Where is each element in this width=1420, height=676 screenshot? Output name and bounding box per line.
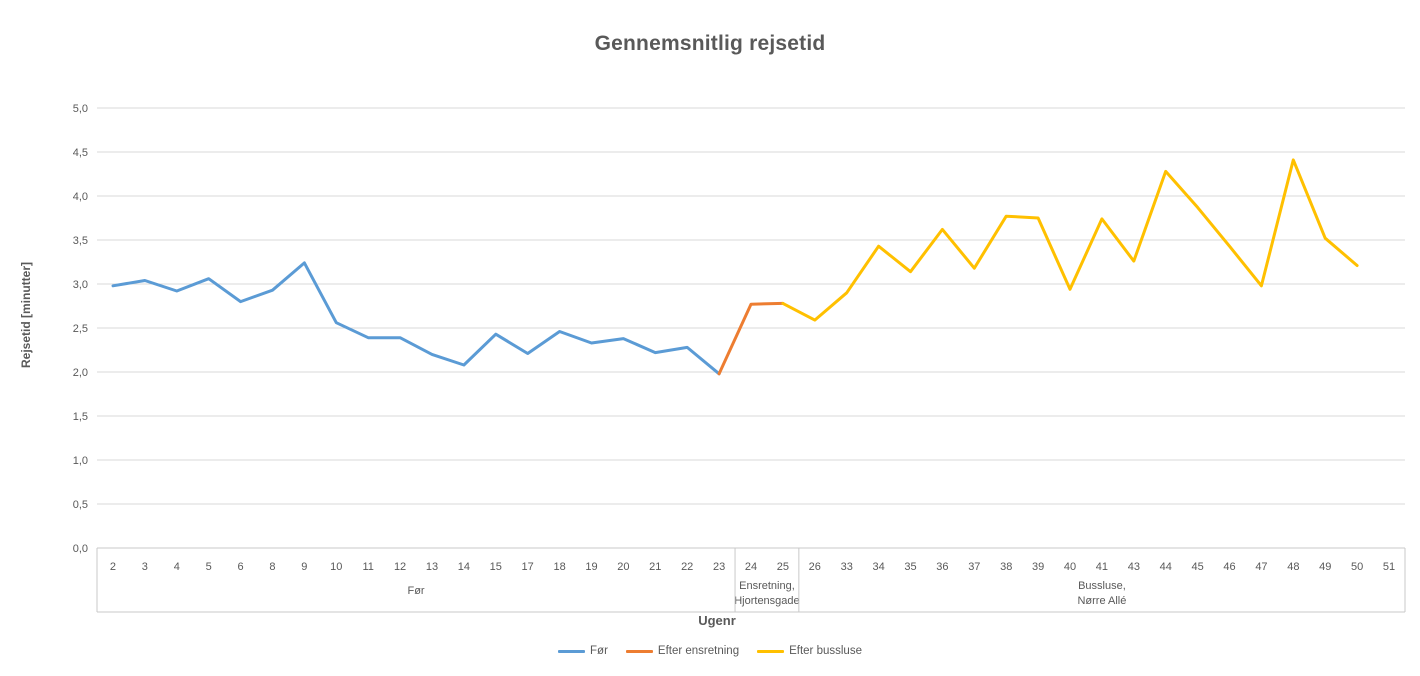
x-tick-label: 39 <box>1032 561 1044 573</box>
x-tick-label: 3 <box>142 561 148 573</box>
y-tick-label: 3,5 <box>73 235 88 247</box>
x-tick-label: 19 <box>585 561 597 573</box>
x-tick-label: 44 <box>1160 561 1172 573</box>
x-tick-label: 4 <box>174 561 180 573</box>
legend-line-swatch <box>757 649 785 653</box>
x-tick-label: 23 <box>713 561 725 573</box>
legend-label: Efter bussluse <box>789 645 862 657</box>
category-group-label: Ensretning, <box>739 580 795 592</box>
x-tick-label: 8 <box>269 561 275 573</box>
category-group-label: Nørre Allé <box>1077 595 1126 607</box>
x-tick-label: 45 <box>1192 561 1204 573</box>
y-tick-label: 2,5 <box>73 323 88 335</box>
x-tick-label: 12 <box>394 561 406 573</box>
y-tick-label: 0,5 <box>73 499 88 511</box>
x-tick-label: 9 <box>301 561 307 573</box>
x-tick-label: 11 <box>362 561 373 573</box>
x-tick-label: 48 <box>1287 561 1299 573</box>
x-tick-label: 18 <box>553 561 565 573</box>
x-tick-label: 50 <box>1351 561 1363 573</box>
x-tick-label: 47 <box>1255 561 1267 573</box>
x-tick-label: 38 <box>1000 561 1012 573</box>
x-tick-label: 21 <box>649 561 661 573</box>
legend-item-efter-ensretning[interactable]: Efter ensretning <box>625 645 740 657</box>
x-tick-label: 17 <box>522 561 534 573</box>
x-tick-label: 24 <box>745 561 757 573</box>
x-tick-label: 20 <box>617 561 629 573</box>
category-group-label: Bussluse, <box>1078 580 1126 592</box>
y-tick-label: 0,0 <box>73 543 88 555</box>
x-tick-label: 37 <box>968 561 980 573</box>
x-tick-label: 5 <box>206 561 212 573</box>
x-tick-label: 10 <box>330 561 342 573</box>
y-tick-label: 4,0 <box>73 191 88 203</box>
x-tick-label: 22 <box>681 561 693 573</box>
x-tick-label: 49 <box>1319 561 1331 573</box>
legend-item-efter-bussluse[interactable]: Efter bussluse <box>757 645 862 657</box>
x-tick-label: 26 <box>809 561 821 573</box>
x-tick-label: 36 <box>936 561 948 573</box>
legend-label: Før <box>590 645 608 657</box>
x-tick-label: 33 <box>841 561 853 573</box>
series-line-efter-ensretning[interactable] <box>717 301 785 376</box>
x-tick-label: 43 <box>1128 561 1140 573</box>
series-line-efter-bussluse[interactable] <box>781 158 1359 322</box>
legend: Før Efter ensretning Efter bussluse <box>0 645 1420 657</box>
x-tick-label: 35 <box>904 561 916 573</box>
x-axis-title: Ugenr <box>698 613 736 628</box>
x-tick-label: 51 <box>1383 561 1395 573</box>
legend-line-swatch <box>558 649 586 653</box>
chart-title: Gennemsnitlig rejsetid <box>594 32 826 55</box>
y-tick-label: 4,5 <box>73 147 88 159</box>
x-tick-label: 25 <box>777 561 789 573</box>
y-tick-label: 1,5 <box>73 411 88 423</box>
y-tick-label: 5,0 <box>73 103 88 115</box>
x-tick-label: 40 <box>1064 561 1076 573</box>
legend-label: Efter ensretning <box>657 645 740 657</box>
x-tick-label: 2 <box>110 561 116 573</box>
y-tick-label: 1,0 <box>73 455 88 467</box>
y-axis-title: Rejsetid [minutter] <box>19 261 33 369</box>
x-tick-label: 13 <box>426 561 438 573</box>
y-tick-label: 3,0 <box>73 279 88 291</box>
y-tick-label: 2,0 <box>73 367 88 379</box>
category-group-label: Før <box>407 585 424 597</box>
category-group-label: Hjortensgade <box>734 595 799 607</box>
x-tick-label: 15 <box>490 561 502 573</box>
x-tick-label: 34 <box>872 561 884 573</box>
x-tick-label: 46 <box>1223 561 1235 573</box>
legend-line-swatch <box>625 649 653 653</box>
x-tick-label: 14 <box>458 561 470 573</box>
series-line-før[interactable] <box>111 261 721 376</box>
x-tick-label: 41 <box>1096 561 1108 573</box>
x-tick-label: 6 <box>237 561 243 573</box>
legend-item-før[interactable]: Før <box>558 645 608 657</box>
